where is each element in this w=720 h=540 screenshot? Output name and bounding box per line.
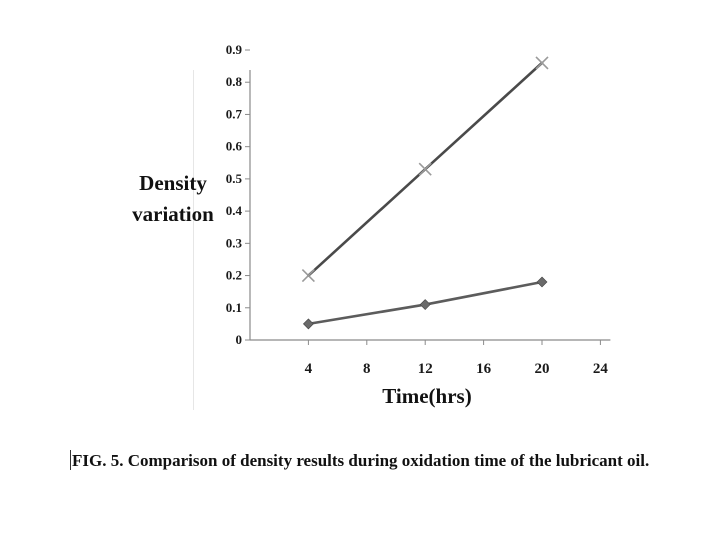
y-tick-label: 0.7 — [226, 106, 243, 121]
y-tick-label: 0.8 — [226, 74, 243, 89]
y-tick-label: 0.9 — [226, 42, 243, 57]
series-2-marker — [302, 318, 314, 330]
y-tick-label: 0.4 — [226, 203, 243, 218]
series-2-marker — [536, 276, 548, 288]
figure-caption-text: FIG. 5. Comparison of density results du… — [72, 451, 650, 470]
y-tick-label: 0.1 — [226, 300, 242, 315]
figure-frame-rule — [193, 70, 194, 410]
y-tick-label: 0 — [236, 332, 243, 347]
x-tick-label: 16 — [476, 361, 492, 377]
caption-cursor-mark — [70, 450, 71, 470]
x-tick-label: 20 — [535, 361, 550, 377]
y-tick-label: 0.3 — [226, 235, 243, 250]
x-tick-label: 4 — [305, 361, 313, 377]
figure-caption: FIG. 5. Comparison of density results du… — [70, 450, 710, 471]
y-axis-title: Density — [139, 171, 207, 195]
series-1-marker — [535, 56, 549, 70]
x-tick-label: 12 — [418, 361, 433, 377]
x-tick-label: 8 — [363, 361, 371, 377]
series-1-marker — [301, 268, 315, 283]
y-tick-label: 0.2 — [226, 268, 242, 283]
y-axis-title: variation — [132, 202, 214, 226]
x-tick-label: 24 — [593, 361, 609, 377]
density-line-chart: 0 0.1 0.2 0.3 0.4 0.5 0.6 0.7 0.8 0.9 4 8 12 16 20 24 Ti… — [132, 42, 611, 408]
y-tick-label: 0.5 — [226, 171, 243, 186]
y-tick-label: 0.6 — [226, 139, 243, 154]
series-1-marker — [418, 162, 432, 176]
series-2-marker — [419, 299, 431, 310]
x-axis-title: Time(hrs) — [382, 384, 471, 408]
